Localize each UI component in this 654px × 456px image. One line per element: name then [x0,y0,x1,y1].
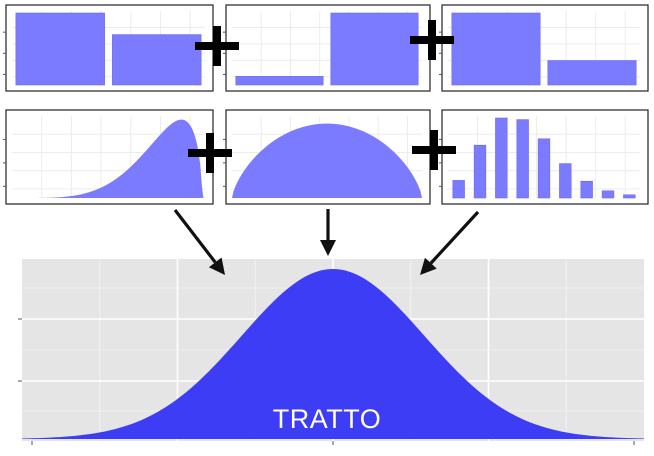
bar [451,12,541,86]
bar [580,180,593,199]
two-bar-chart-right-high [223,4,431,92]
bar [516,119,529,199]
bar [601,190,615,199]
arrow-head [208,257,225,275]
arrow-head [320,240,336,256]
two-bar-chart-left-high [3,4,214,92]
plus-icon [412,130,456,170]
panel-border [441,109,649,205]
bar [623,194,636,199]
arrow-shaft [173,209,217,264]
arrow-shaft [429,210,480,265]
binomial-bar-chart [439,109,649,205]
down-right-arrow-icon [173,209,225,275]
plus-icon [188,133,232,173]
density-area [12,119,205,198]
down-arrow-icon [320,209,336,256]
bar [15,12,105,86]
bar [495,117,508,199]
left-skewed-density-chart [3,109,214,205]
dome-density-chart [223,109,431,205]
bar [112,34,202,86]
bar [235,76,324,86]
bar [547,60,637,86]
bar [559,163,572,199]
down-left-arrow-icon [420,210,480,275]
two-bar-chart-left-high-small [439,4,649,92]
plus-icon [410,20,454,60]
trait-label: TRATTO [272,404,382,434]
bar [537,138,551,199]
bar [473,144,487,199]
arrow-head [420,257,437,275]
bar [330,12,419,86]
density-area [232,123,422,198]
normal-density-area [22,269,644,439]
plus-icon [195,26,239,66]
bar [452,180,465,199]
panel-border [441,4,649,92]
